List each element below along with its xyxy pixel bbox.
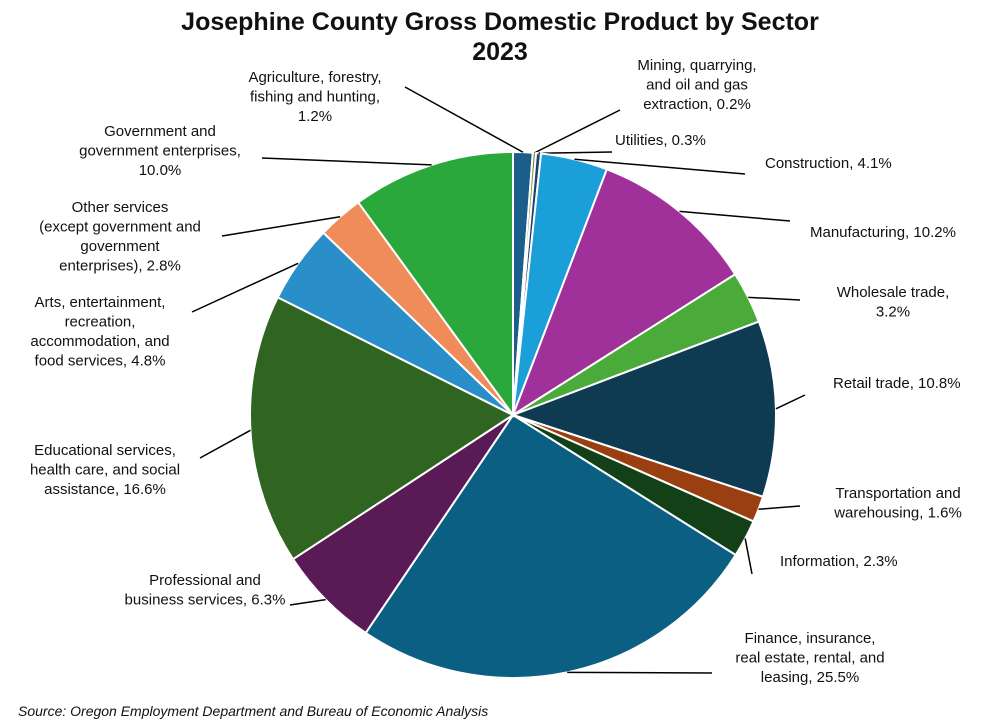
leader-line [261, 157, 432, 166]
leader-line [534, 109, 621, 154]
leader-line [199, 429, 251, 459]
chart-title: Josephine County Gross Domestic Product … [181, 8, 819, 66]
slice-label: Transportation and warehousing, 1.6% [833, 485, 962, 522]
slice-label: Government and government enterprises, 10.… [79, 123, 241, 179]
slice-label: Retail trade, 10.8% [833, 375, 961, 392]
slice-label: Finance, insurance, real estate, rental, … [735, 630, 884, 686]
pie-slice [249, 295, 516, 561]
leader-line [538, 151, 613, 154]
leader-line [679, 210, 791, 222]
source-note: Source: Oregon Employment Department and… [18, 703, 488, 719]
slice-label: Educational services, health care, and so… [30, 442, 180, 498]
slice-label: Construction, 4.1% [765, 155, 892, 172]
leader-line [404, 86, 524, 153]
leader-line [289, 598, 326, 606]
slice-label: Agriculture, forestry, fishing and huntin… [248, 69, 381, 125]
pie-slice [356, 150, 514, 419]
leader-line [758, 505, 801, 510]
leader-line [744, 538, 753, 575]
slice-label: Wholesale trade, 3.2% [837, 284, 950, 321]
pie-slice [510, 168, 737, 418]
leader-line [748, 296, 801, 301]
slice-label: Professional and business services, 6.3% [125, 572, 286, 609]
slice-label: Arts, entertainment, recreation, accommoda… [30, 294, 169, 370]
slice-label: Mining, quarrying, and oil and gas extract… [637, 57, 756, 113]
leader-line [567, 671, 713, 674]
leader-line [775, 394, 806, 410]
slice-label: Manufacturing, 10.2% [810, 224, 956, 241]
leader-line [574, 158, 746, 175]
leader-line [221, 216, 341, 237]
slice-label: Other services (except government and gove… [39, 199, 201, 275]
slice-label: Utilities, 0.3% [615, 132, 706, 149]
leader-line [191, 262, 299, 313]
slice-label: Information, 2.3% [780, 553, 898, 570]
